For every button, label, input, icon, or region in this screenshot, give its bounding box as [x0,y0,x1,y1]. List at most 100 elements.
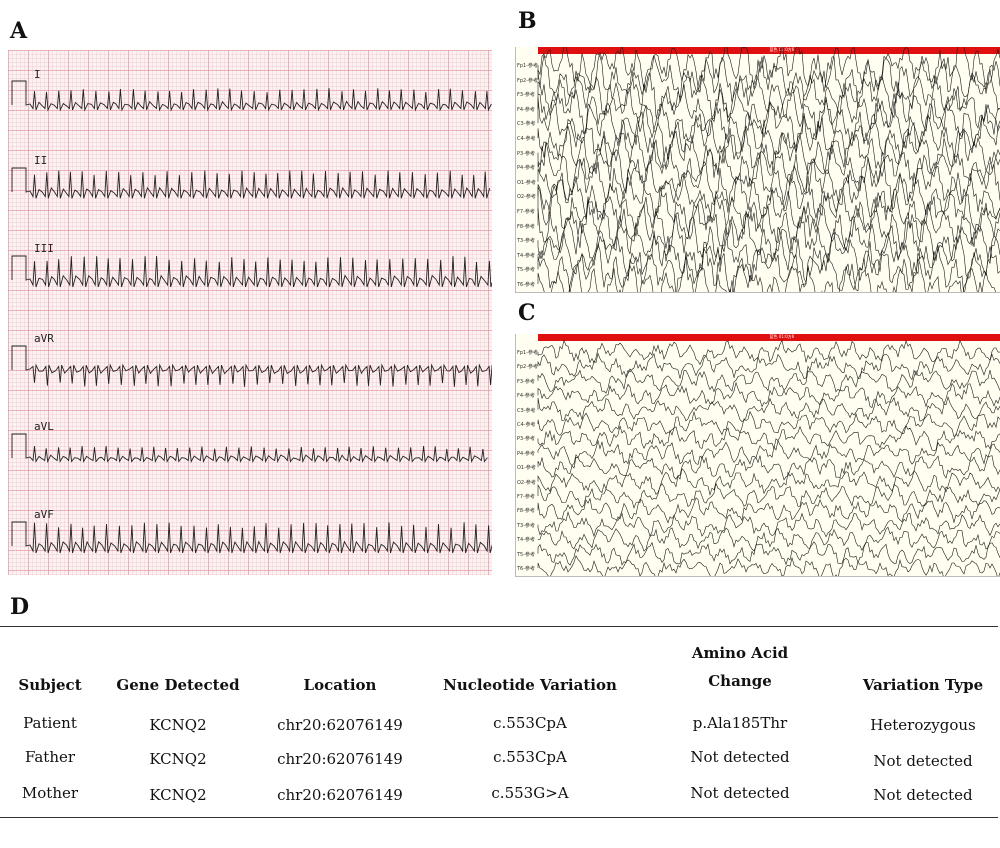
eeg-timebar: 蓝色 01:0方6 [538,47,1000,54]
lead-label-i: I [34,68,41,81]
eeg-channel-trace [537,439,1000,467]
eeg-channel-label: O1-参考 [517,465,536,472]
eeg-channel-label: F8-参考 [517,508,535,515]
eeg-channel-trace [537,168,1000,223]
panel-label-b: B [518,8,537,34]
cell-nucleotide: c.553G>A [491,784,569,802]
eeg-channel-label: T6-参考 [517,282,536,288]
header-subject: Subject [18,676,82,694]
panel-label-d: D [10,594,30,620]
eeg-channel-label: F3-参考 [517,92,535,99]
eeg-channel-trace [537,241,1000,292]
eeg-channel-trace [537,555,1000,576]
ecg-lead-trace [11,255,492,288]
eeg-channel-trace [537,96,1000,153]
eeg-channel-label: T3-参考 [517,522,536,529]
eeg-panel-c: 蓝色 01:0方6 Fp1-参考 Fp2-参考 F3-参考 F4-参考 C3-参考 C4-… [515,334,1000,577]
eeg-channel-label: C3-参考 [517,407,536,414]
eeg-channel-trace [537,381,1000,408]
eeg-channel-label: T3-参考 [517,238,536,245]
eeg-channel-trace [537,410,1000,438]
ecg-lead-trace [11,521,492,554]
eeg-channel-trace [537,352,1000,381]
header-location: Location [303,676,377,694]
cell-subject: Patient [23,714,77,732]
eeg-channel-trace [537,183,1000,240]
eeg-channel-label: P3-参考 [517,150,536,157]
eeg-channel-trace [537,212,1000,266]
eeg-channel-label: O2-参考 [517,194,536,201]
eeg-channel-label: T6-参考 [517,566,536,572]
ecg-lead-trace [11,167,491,199]
header-amino-acid: Amino Acid [691,644,789,662]
eeg-channel-trace [537,511,1000,538]
eeg-channel-label: O2-参考 [517,479,536,486]
cell-type: Not detected [873,786,973,804]
cell-subject: Father [24,748,76,766]
eeg-channel-label: Fp1-参考 [517,350,539,356]
ecg-strip: I II III aVR aVL aVF [8,50,492,575]
eeg-channel-label: O1-参考 [517,179,536,186]
cell-amino: p.Ala185Thr [692,714,788,732]
eeg-channel-label: T4-参考 [517,252,536,259]
cell-nucleotide: c.553CpA [493,748,567,766]
eeg-channel-label: C3-参考 [517,121,536,128]
cell-location: chr20:62076149 [277,750,403,768]
eeg-channel-label: T4-参考 [517,537,536,544]
eeg-channel-trace [537,141,1000,194]
header-gene: Gene Detected [116,676,240,694]
lead-label-ii: II [34,154,48,167]
eeg-channel-label: Fp1-参考 [517,63,539,69]
eeg-channel-trace [537,226,1000,284]
eeg-channel-trace [537,339,1000,366]
eeg-channel-trace [537,50,1000,108]
eeg-timebar: 蓝色 01:0方6 [538,334,1000,341]
lead-label-avf: aVF [34,508,54,521]
eeg-channel-label: Fp2-参考 [517,77,539,84]
cell-amino: Not detected [690,748,790,766]
eeg-channel-label: F4-参考 [517,393,535,400]
ecg-lead-trace [11,345,492,387]
cell-type: Not detected [873,752,973,770]
eeg-channel-label: F7-参考 [517,494,535,500]
ecg-lead-trace [11,80,492,112]
eeg-traces-c [537,339,1000,576]
header-change: Change [708,672,772,690]
eeg-channel-trace [537,152,1000,212]
ecg-traces [11,80,492,554]
eeg-channel-trace [537,424,1000,452]
cell-subject: Mother [21,784,79,802]
eeg-channel-label: C4-参考 [517,422,536,428]
eeg-traces-b [537,47,1000,292]
eeg-channel-trace [537,541,1000,566]
eeg-channel-label: P4-参考 [517,450,536,457]
header-variation-type: Variation Type [862,676,984,694]
eeg-channel-label: T5-参考 [517,267,536,274]
cell-gene: KCNQ2 [149,786,207,804]
cell-type: Heterozygous [870,716,976,734]
lead-label-avl: aVL [34,420,54,433]
eeg-channel-trace [537,81,1000,138]
lead-label-avr: aVR [34,332,54,345]
eeg-channel-label: Fp2-参考 [517,364,539,371]
ecg-lead-trace [11,433,488,464]
eeg-channel-trace [537,47,1000,94]
eeg-channel-label: F4-参考 [517,106,535,113]
lead-label-iii: III [34,242,54,255]
eeg-channel-trace [537,368,1000,394]
cell-gene: KCNQ2 [149,716,207,734]
eeg-panel-b: 蓝色 01:0方6 Fp1-参考 Fp2-参考 F3-参考 F4-参考 C3-参考 C4-… [515,47,1000,293]
eeg-channel-trace [537,455,1000,481]
eeg-channel-label: P3-参考 [517,436,536,443]
panel-label-a: A [10,18,28,44]
eeg-channel-label: F7-参考 [517,209,535,215]
eeg-channel-trace [537,468,1000,496]
eeg-channel-trace [537,68,1000,120]
cell-location: chr20:62076149 [277,716,403,734]
eeg-channel-trace [537,126,1000,177]
cell-amino: Not detected [690,784,790,802]
header-nucleotide: Nucleotide Variation [443,676,617,694]
eeg-channel-label: F8-参考 [517,223,535,230]
eeg-channel-trace [537,111,1000,165]
eeg-channel-trace [537,482,1000,509]
